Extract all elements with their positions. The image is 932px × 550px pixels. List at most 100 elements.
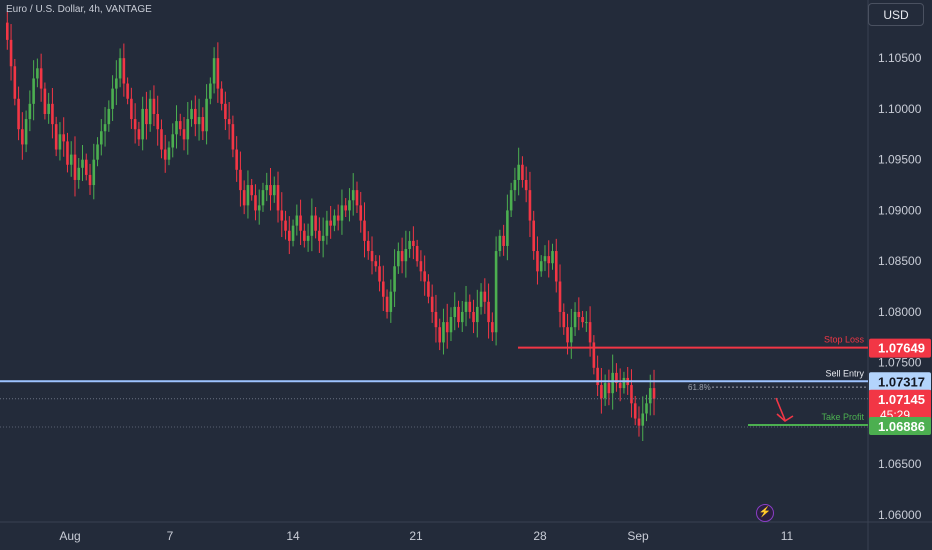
- take-profit-price-tag: 1.06886: [878, 419, 925, 434]
- current-price-tag-bg: [869, 389, 931, 424]
- candle-body: [291, 225, 295, 241]
- candle-body: [348, 200, 351, 211]
- candle-body: [457, 306, 460, 323]
- candle-body: [163, 149, 167, 160]
- price-tick-label: 1.08500: [878, 254, 922, 268]
- price-tick-label: 1.08000: [878, 305, 922, 319]
- time-tick-label: Aug: [59, 529, 80, 543]
- candle-body: [257, 205, 261, 211]
- price-tick-label: 1.07500: [878, 356, 922, 370]
- time-tick-label: 28: [533, 529, 547, 543]
- candle-body: [122, 58, 126, 84]
- candle-body: [581, 317, 584, 323]
- sell-entry-tag-bg: [869, 372, 931, 392]
- candle-body: [21, 129, 24, 145]
- candle-body: [498, 235, 502, 252]
- candle-body: [449, 317, 453, 333]
- candle-body: [607, 383, 611, 394]
- candle-body: [156, 113, 159, 130]
- candle-body: [637, 418, 641, 426]
- candle-body: [430, 296, 434, 312]
- candle-body: [385, 296, 389, 312]
- candle-body: [442, 322, 445, 343]
- candle-body: [186, 119, 190, 140]
- price-tick-label: 1.10000: [878, 102, 922, 116]
- candle-body: [472, 311, 475, 323]
- candle-body: [92, 159, 96, 186]
- candle-body: [66, 141, 69, 165]
- candle-body: [415, 245, 419, 262]
- candle-body: [464, 301, 468, 312]
- candle-body: [239, 169, 242, 191]
- candle-body: [58, 134, 62, 150]
- candle-body: [517, 164, 520, 180]
- candle-body: [570, 327, 573, 343]
- price-tick-label: 1.06500: [878, 457, 922, 471]
- candle-body: [641, 413, 645, 426]
- price-tick-label: 1.10500: [878, 51, 922, 65]
- candle-body: [600, 385, 603, 399]
- candle-body: [521, 164, 524, 180]
- candle-body: [62, 134, 65, 142]
- price-tick-label: 1.09500: [878, 153, 922, 167]
- currency-button[interactable]: USD: [868, 3, 924, 26]
- candle-body: [32, 78, 35, 104]
- candle-body: [24, 119, 28, 145]
- candle-body: [212, 58, 216, 84]
- candle-body: [145, 108, 148, 125]
- candle-body: [261, 190, 265, 206]
- candle-body: [254, 195, 257, 211]
- candle-body: [231, 124, 235, 150]
- candle-body: [197, 117, 201, 125]
- candle-body: [528, 190, 532, 221]
- candle-body: [81, 159, 84, 168]
- candle-body: [194, 108, 197, 125]
- candle-body: [423, 271, 426, 282]
- candle-body: [160, 129, 163, 150]
- candle-body: [554, 251, 558, 282]
- candle-body: [652, 388, 656, 399]
- candle-body: [453, 306, 457, 318]
- candle-body: [419, 261, 423, 272]
- candle-body: [205, 98, 208, 132]
- candle-body: [648, 388, 652, 404]
- candle-body: [524, 179, 528, 191]
- candle-body: [321, 235, 325, 241]
- candle-body: [329, 220, 332, 226]
- candle-body: [460, 311, 464, 323]
- candle-body: [295, 215, 299, 226]
- candle-body: [9, 39, 13, 67]
- candle-body: [622, 377, 626, 389]
- candle-body: [393, 266, 396, 292]
- candle-body: [434, 311, 438, 328]
- candle-body: [220, 88, 223, 104]
- candle-body: [107, 108, 111, 125]
- candle-body: [588, 322, 592, 343]
- candle-body: [333, 215, 336, 226]
- candle-body: [325, 220, 329, 236]
- down-arrow-icon: [775, 397, 786, 421]
- candle-body: [536, 251, 539, 272]
- sell-entry-label: Sell Entry: [825, 368, 864, 378]
- candle-body: [276, 185, 280, 211]
- candle-body: [126, 83, 129, 99]
- candle-body: [592, 342, 596, 368]
- candle-body: [378, 266, 381, 282]
- price-tick-label: 1.06000: [878, 508, 922, 522]
- candle-body: [633, 403, 637, 419]
- candle-body: [370, 251, 374, 262]
- candle-body: [445, 322, 449, 333]
- lightning-bolt-icon[interactable]: ⚡: [756, 504, 774, 522]
- candle-body: [585, 322, 588, 324]
- candle-body: [494, 251, 498, 333]
- candle-body: [178, 121, 182, 130]
- candle-body: [111, 88, 114, 109]
- candle-body: [618, 383, 622, 389]
- time-tick-label: 14: [286, 529, 300, 543]
- candle-body: [182, 129, 186, 140]
- candle-body: [54, 124, 58, 150]
- candle-body: [201, 117, 205, 132]
